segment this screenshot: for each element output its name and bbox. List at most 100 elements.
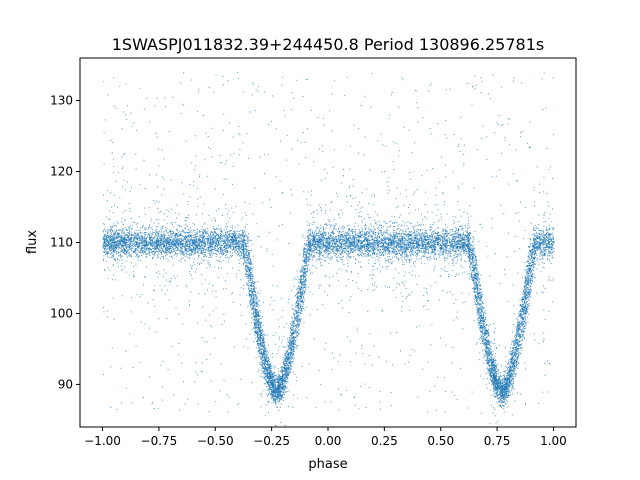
data-point bbox=[336, 253, 338, 255]
data-point bbox=[391, 242, 393, 244]
data-point bbox=[215, 232, 217, 234]
data-point bbox=[358, 245, 360, 247]
data-point bbox=[137, 242, 139, 244]
data-point bbox=[366, 232, 368, 234]
data-point bbox=[216, 249, 218, 251]
data-point bbox=[309, 233, 311, 235]
data-point bbox=[430, 229, 432, 230]
data-point bbox=[227, 230, 229, 232]
data-point bbox=[506, 395, 508, 397]
data-point bbox=[540, 247, 542, 249]
data-point bbox=[207, 236, 209, 238]
data-point bbox=[490, 367, 492, 369]
data-point bbox=[543, 253, 545, 254]
data-point bbox=[235, 242, 237, 244]
data-point bbox=[429, 226, 431, 228]
data-point bbox=[317, 233, 319, 234]
data-point bbox=[481, 314, 482, 316]
data-point bbox=[166, 247, 168, 249]
data-point bbox=[425, 246, 427, 248]
data-point bbox=[174, 244, 176, 246]
data-point bbox=[411, 242, 413, 244]
data-point bbox=[415, 225, 417, 226]
data-point bbox=[218, 237, 220, 239]
data-point bbox=[202, 246, 204, 248]
data-point bbox=[207, 230, 209, 232]
data-point bbox=[358, 239, 359, 241]
data-point bbox=[288, 361, 290, 363]
data-point bbox=[288, 362, 290, 363]
data-point bbox=[541, 250, 543, 252]
data-point bbox=[370, 235, 372, 237]
data-point bbox=[449, 229, 451, 231]
data-point bbox=[460, 239, 461, 241]
data-point bbox=[472, 260, 474, 262]
data-point bbox=[176, 236, 178, 237]
data-point bbox=[458, 230, 460, 232]
data-point bbox=[361, 250, 363, 252]
data-point bbox=[280, 385, 282, 387]
data-point bbox=[168, 239, 170, 241]
data-point bbox=[193, 239, 195, 241]
data-point bbox=[391, 247, 392, 249]
data-point bbox=[491, 362, 493, 364]
data-point bbox=[218, 240, 220, 241]
data-point bbox=[321, 236, 323, 238]
data-point bbox=[533, 241, 535, 243]
data-point bbox=[373, 245, 375, 247]
data-point bbox=[138, 255, 140, 257]
data-point bbox=[183, 238, 185, 240]
data-point bbox=[427, 259, 428, 260]
data-point bbox=[464, 237, 466, 239]
data-point bbox=[377, 232, 379, 234]
data-point bbox=[544, 239, 546, 241]
data-point bbox=[360, 236, 362, 238]
data-point bbox=[374, 238, 376, 240]
data-point bbox=[131, 233, 133, 235]
data-point bbox=[373, 256, 375, 258]
data-point bbox=[525, 297, 527, 299]
data-point bbox=[125, 250, 127, 252]
data-point bbox=[148, 242, 150, 244]
data-point bbox=[138, 244, 140, 245]
data-point bbox=[240, 239, 242, 241]
data-point bbox=[343, 245, 345, 247]
data-point bbox=[299, 296, 300, 297]
data-point bbox=[108, 245, 110, 247]
data-point bbox=[154, 246, 156, 248]
data-point bbox=[129, 254, 131, 256]
data-point bbox=[127, 246, 129, 248]
data-point bbox=[358, 250, 360, 252]
data-point bbox=[185, 250, 187, 252]
data-point bbox=[318, 250, 320, 251]
data-point bbox=[184, 237, 185, 238]
data-point bbox=[148, 226, 150, 228]
data-point bbox=[421, 229, 423, 231]
data-point bbox=[377, 253, 379, 255]
data-point bbox=[277, 378, 279, 380]
data-point bbox=[503, 384, 505, 386]
data-point bbox=[105, 251, 107, 253]
data-point bbox=[169, 239, 171, 240]
data-point bbox=[433, 243, 435, 245]
data-point bbox=[464, 245, 466, 247]
data-point bbox=[198, 243, 200, 245]
data-point bbox=[482, 338, 484, 340]
data-point bbox=[201, 231, 203, 233]
data-point bbox=[136, 239, 138, 241]
data-point bbox=[122, 249, 123, 251]
data-point bbox=[380, 230, 382, 232]
data-point bbox=[429, 235, 431, 236]
data-point bbox=[304, 280, 306, 282]
data-point bbox=[203, 242, 204, 244]
data-point bbox=[298, 298, 300, 299]
data-point bbox=[203, 240, 204, 242]
data-point bbox=[316, 227, 318, 229]
data-point bbox=[288, 367, 290, 369]
data-point bbox=[208, 244, 210, 246]
data-point bbox=[205, 243, 207, 245]
data-point bbox=[390, 232, 391, 234]
data-point bbox=[189, 246, 191, 248]
data-point bbox=[397, 238, 399, 240]
data-point bbox=[414, 266, 416, 268]
